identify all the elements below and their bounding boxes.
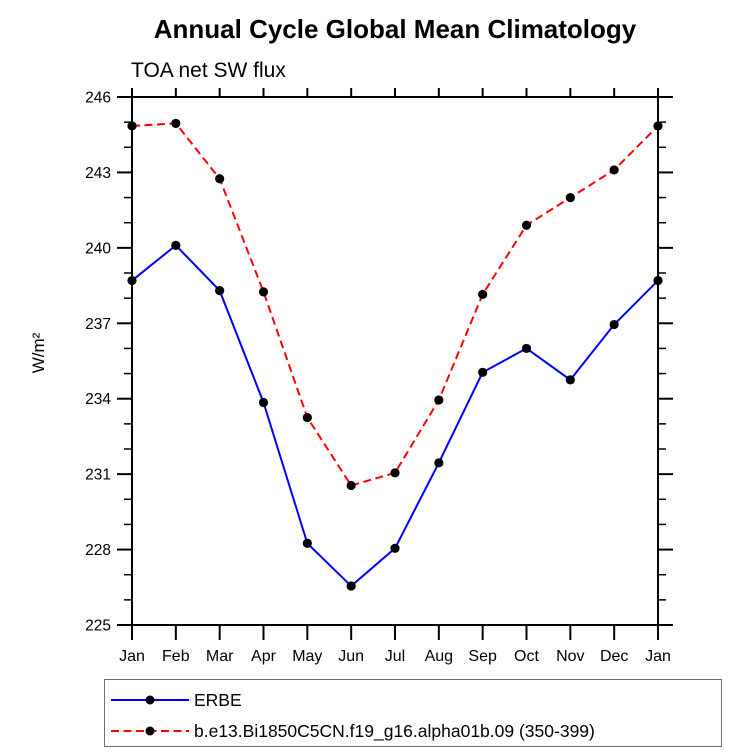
data-point — [434, 458, 444, 468]
data-point — [390, 468, 400, 478]
x-tick-label: Jun — [338, 648, 364, 665]
data-point — [215, 286, 225, 296]
x-tick-label: May — [292, 648, 322, 665]
data-point — [215, 174, 225, 184]
y-tick-label: 234 — [85, 391, 111, 408]
y-tick-label: 237 — [85, 316, 111, 333]
y-tick-label: 231 — [85, 467, 111, 484]
x-tick-label: Jan — [645, 648, 671, 665]
data-point — [390, 543, 400, 553]
data-point — [565, 192, 575, 203]
data-point — [171, 118, 181, 128]
data-point — [565, 375, 575, 385]
data-point — [127, 275, 137, 286]
data-point — [653, 121, 663, 131]
y-tick-label: 240 — [85, 240, 111, 257]
y-tick-label: 228 — [85, 542, 111, 559]
chart-title: Annual Cycle Global Mean Climatology — [153, 14, 637, 44]
data-point — [609, 319, 619, 330]
data-point — [302, 538, 312, 548]
x-tick-label: Oct — [514, 648, 539, 665]
x-tick-label: Feb — [162, 648, 190, 665]
x-tick-label: Jul — [385, 648, 405, 665]
x-tick-label: Jan — [119, 648, 145, 665]
data-point — [346, 480, 356, 491]
x-tick-label: Dec — [600, 648, 628, 665]
data-point — [521, 343, 532, 354]
legend-label-model: b.e13.Bi1850C5CN.f19_g16.alpha01b.09 (35… — [194, 720, 595, 741]
x-tick-label: Apr — [251, 648, 277, 665]
data-point — [127, 121, 137, 131]
y-tick-label: 225 — [85, 618, 111, 635]
x-tick-label: Sep — [468, 648, 497, 665]
x-tick-label: Mar — [206, 648, 234, 665]
data-point — [346, 581, 356, 591]
legend-item-model: b.e13.Bi1850C5CN.f19_g16.alpha01b.09 (35… — [105, 720, 595, 742]
data-point — [609, 165, 619, 175]
legend-line-sample-solid-icon — [111, 695, 189, 705]
legend: ERBE b.e13.Bi1850C5CN.f19_g16.alpha01b.0… — [104, 679, 722, 747]
data-point — [434, 395, 444, 405]
y-tick-label: 246 — [85, 90, 111, 107]
data-point — [478, 367, 488, 377]
series-line-0 — [131, 243, 659, 588]
data-point — [302, 412, 312, 423]
legend-item-erbe: ERBE — [105, 689, 242, 711]
data-point — [478, 289, 488, 299]
data-point — [521, 220, 532, 230]
x-tick-label: Aug — [425, 648, 453, 665]
x-tick-label: Nov — [556, 648, 584, 665]
legend-line-sample-dashed-icon — [111, 726, 189, 736]
y-tick-label: 243 — [85, 165, 111, 182]
data-point — [653, 275, 663, 286]
chart-subtitle: TOA net SW flux — [131, 59, 286, 82]
data-point — [258, 397, 269, 408]
legend-label-erbe: ERBE — [194, 689, 242, 710]
data-point — [258, 287, 269, 297]
plot-frame — [131, 96, 659, 626]
data-point — [171, 240, 181, 250]
series-line-1 — [131, 122, 659, 487]
